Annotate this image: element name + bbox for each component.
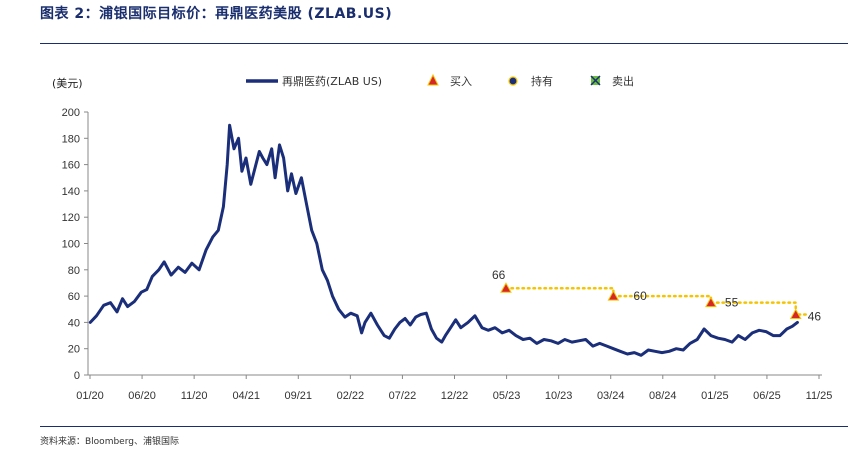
x-tick-label: 04/21 [232,390,260,402]
y-tick-label: 20 [68,344,80,356]
legend-buy-icon [427,73,439,86]
x-tick-label: 03/24 [597,390,625,402]
y-tick-label: 140 [62,186,80,198]
buy-marker [607,290,620,301]
y-tick-label: 180 [62,133,80,145]
legend-label-sell: 卖出 [612,74,634,88]
x-tick-label: 06/20 [128,390,156,402]
x-tick-label: 11/20 [181,390,208,402]
x-tick-label: 05/23 [493,390,521,402]
x-tick-label: 10/23 [545,390,573,402]
legend-sell-icon-cross-b [590,75,601,86]
x-tick-label: 07/22 [389,390,417,402]
title-underline [40,43,848,44]
target-price-label: 46 [808,310,822,324]
y-tick-label: 160 [62,160,80,172]
source-note: 资料来源：Bloomberg、浦银国际 [40,437,179,447]
y-tick-label: 40 [68,317,80,329]
x-tick-label: 12/22 [441,390,469,402]
chart-legend: 再鼎医药(ZLAB US) 买入 持有 卖出 [246,73,634,88]
buy-marker [500,282,512,293]
legend-label-buy: 买入 [450,75,472,88]
x-axis-ticks: 01/20 06/20 11/20 04/21 09/21 02/22 07/22 12/22… [76,375,832,402]
y-tick-label: 200 [62,107,80,119]
y-axis-ticks: 0 20 40 60 80 100 120 140 160 180 200 [62,107,88,382]
x-tick-label: 08/24 [649,390,677,402]
y-tick-label: 80 [68,265,80,277]
price-line [88,123,799,357]
target-price-label: 60 [633,289,647,303]
x-tick-label: 02/22 [337,390,365,402]
price-series [88,123,799,357]
y-tick-label: 0 [74,370,80,382]
figure-title: 图表 2：浦银国际目标价：再鼎医药美股 (ZLAB.US) [40,6,393,22]
buy-marker [705,296,717,308]
x-tick-label: 01/25 [701,390,729,402]
x-tick-label: 11/25 [806,390,833,402]
target-price-label: 66 [492,268,506,282]
legend-hold-icon [508,76,518,86]
x-tick-label: 06/25 [753,390,781,402]
y-tick-label: 60 [68,291,80,303]
buy-marker [789,308,802,320]
legend-label-price: 再鼎医药(ZLAB US) [282,75,382,88]
target-price-line [504,286,807,316]
y-axis-unit-label: (美元) [52,77,83,90]
target-price-series: 66 60 55 46 [492,268,821,323]
legend-label-hold: 持有 [531,74,553,88]
y-tick-label: 100 [62,239,80,251]
y-tick-label: 120 [62,212,80,224]
footer-rule [40,426,848,427]
x-tick-label: 01/20 [76,390,104,402]
target-price-label: 55 [725,296,739,310]
x-tick-label: 09/21 [285,390,313,402]
